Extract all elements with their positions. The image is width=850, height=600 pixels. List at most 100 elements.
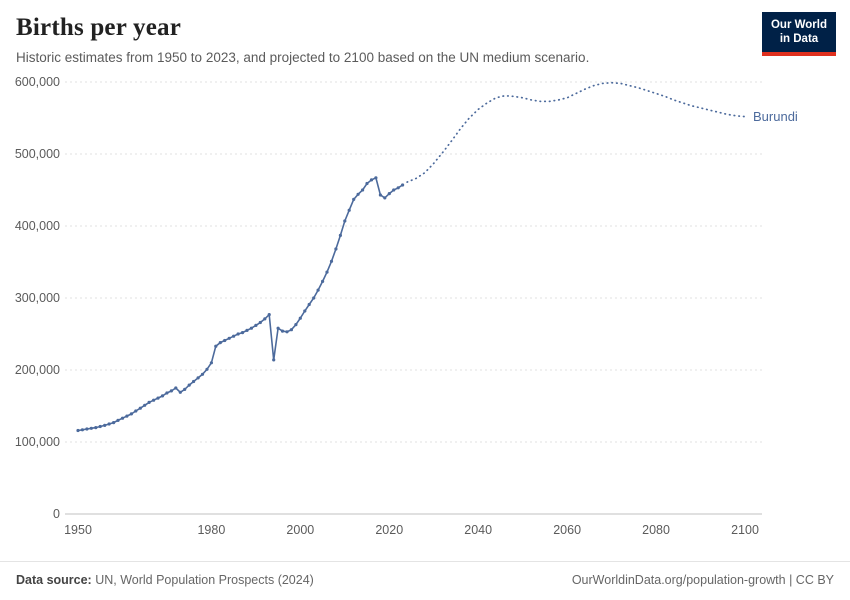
- x-tick-label: 2080: [642, 523, 670, 537]
- data-point-marker: [89, 426, 93, 430]
- data-point-marker: [116, 418, 120, 422]
- data-point-marker: [343, 219, 347, 223]
- data-point-marker: [125, 414, 129, 418]
- data-point-marker: [80, 428, 84, 432]
- owid-citation-link[interactable]: OurWorldinData.org/population-growth | C…: [571, 573, 834, 587]
- projection-polyline: [406, 81, 746, 183]
- data-point-marker: [365, 181, 369, 186]
- page-title: Births per year: [16, 14, 182, 41]
- data-point-marker: [147, 400, 151, 404]
- chart-svg[interactable]: 0 100,000 200,000 300,000 400,000 500,000 600,…: [0, 69, 850, 544]
- chart-subtitle: Historic estimates from 1950 to 2023, an…: [16, 50, 590, 65]
- data-point-marker: [289, 328, 293, 332]
- data-point-marker: [76, 428, 80, 433]
- data-point-marker: [223, 338, 227, 343]
- gridlines: [65, 81, 762, 515]
- chart-footer: Data source: UN, World Population Prospe…: [0, 561, 850, 600]
- data-point-marker: [196, 376, 200, 380]
- owid-logo-line2: in Data: [779, 33, 819, 46]
- data-point-marker: [160, 394, 165, 398]
- data-point-marker: [107, 422, 111, 426]
- data-point-marker: [369, 178, 374, 182]
- entity-label-burundi[interactable]: Burundi: [753, 109, 798, 124]
- owid-logo[interactable]: Our World in Data: [762, 12, 836, 56]
- data-point-marker: [169, 389, 173, 393]
- y-tick-label: 400,000: [15, 219, 60, 233]
- data-point-marker: [192, 379, 196, 384]
- y-axis-labels: 0 100,000 200,000 300,000 400,000 500,000 600,…: [15, 75, 60, 521]
- x-tick-label: 2020: [375, 523, 403, 537]
- data-point-marker: [280, 329, 285, 333]
- data-point-marker: [156, 396, 160, 400]
- data-point-marker: [165, 391, 169, 395]
- data-point-marker: [129, 412, 133, 416]
- data-point-marker: [174, 386, 178, 390]
- data-point-marker: [374, 176, 378, 180]
- data-point-marker: [249, 326, 253, 330]
- data-point-marker: [378, 193, 382, 197]
- data-source-text: UN, World Population Prospects (2024): [91, 573, 314, 587]
- data-point-marker: [294, 323, 298, 327]
- x-tick-label: 1980: [197, 523, 225, 537]
- data-point-marker: [94, 426, 98, 430]
- data-point-marker: [258, 320, 262, 325]
- chart-header: Births per year Historic estimates from …: [0, 0, 850, 65]
- data-point-marker: [236, 332, 240, 336]
- data-point-marker: [298, 316, 302, 320]
- data-point-marker: [325, 270, 329, 274]
- x-tick-label: 2000: [286, 523, 314, 537]
- data-point-marker: [218, 341, 222, 345]
- data-point-marker: [303, 309, 307, 313]
- data-point-marker: [143, 403, 147, 407]
- data-point-marker: [134, 409, 138, 413]
- x-tick-label: 1950: [64, 523, 92, 537]
- data-point-marker: [329, 259, 334, 263]
- data-point-marker: [178, 390, 182, 394]
- data-point-marker: [263, 317, 267, 321]
- x-tick-label: 2100: [731, 523, 759, 537]
- x-tick-label: 2040: [464, 523, 492, 537]
- data-source: Data source: UN, World Population Prospe…: [16, 573, 314, 587]
- data-point-marker: [285, 330, 289, 334]
- data-point-marker: [347, 208, 351, 212]
- data-point-marker: [209, 361, 213, 365]
- historic-polyline: [77, 176, 404, 432]
- data-point-marker: [85, 427, 89, 431]
- x-axis-labels: 1950 1980 2000 2020 2040 2060 2080 2100: [64, 523, 759, 537]
- x-tick-label: 2060: [553, 523, 581, 537]
- data-point-marker: [245, 328, 249, 332]
- data-point-marker: [200, 372, 205, 376]
- series-historic-line: [76, 176, 405, 433]
- data-point-marker: [267, 313, 271, 317]
- y-tick-label: 0: [53, 507, 60, 521]
- chart-area: 0 100,000 200,000 300,000 400,000 500,000 600,…: [0, 69, 850, 549]
- data-point-marker: [392, 188, 396, 192]
- data-point-marker: [112, 421, 116, 425]
- data-point-marker: [205, 367, 209, 371]
- data-point-marker: [321, 279, 325, 283]
- data-source-label: Data source:: [16, 573, 92, 587]
- owid-logo-line1: Our World: [770, 19, 827, 31]
- data-point-marker: [98, 424, 102, 429]
- data-point-marker: [276, 326, 280, 330]
- data-point-marker: [254, 323, 258, 327]
- data-point-marker: [401, 183, 405, 187]
- data-point-marker: [312, 296, 316, 300]
- data-point-marker: [272, 358, 276, 362]
- y-tick-label: 100,000: [15, 435, 60, 449]
- data-point-marker: [396, 186, 400, 190]
- data-point-marker: [338, 233, 342, 237]
- data-point-marker: [187, 383, 191, 387]
- data-point-marker: [183, 387, 187, 391]
- y-tick-label: 500,000: [15, 147, 60, 161]
- data-point-marker: [316, 288, 320, 292]
- data-point-marker: [152, 398, 156, 402]
- y-tick-label: 300,000: [15, 291, 60, 305]
- data-point-marker: [103, 423, 107, 427]
- data-point-marker: [383, 196, 387, 200]
- data-point-marker: [240, 331, 245, 335]
- data-point-marker: [120, 416, 125, 420]
- data-point-marker: [387, 192, 391, 196]
- data-point-marker: [352, 197, 356, 201]
- data-point-marker: [334, 247, 338, 251]
